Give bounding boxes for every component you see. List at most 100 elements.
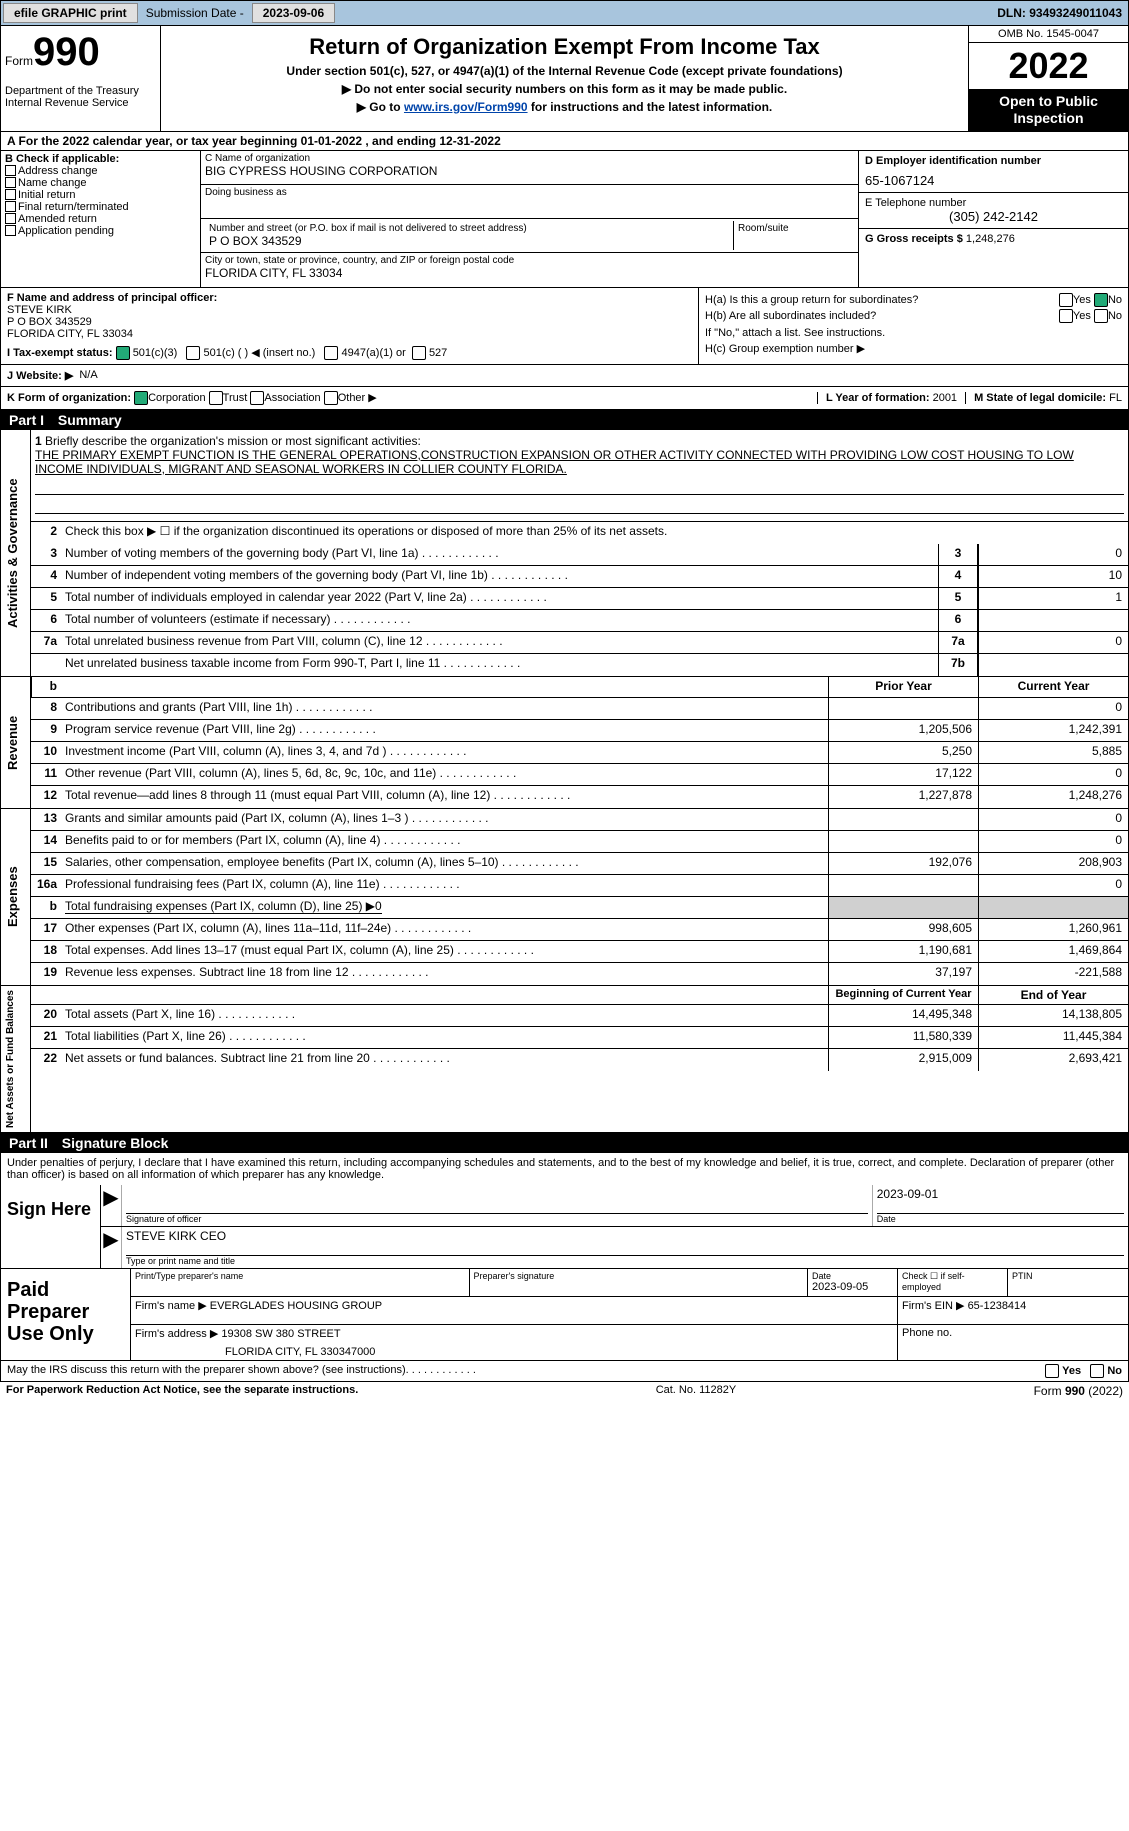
year-formation-label: L Year of formation: [826,392,930,404]
prep-date: 2023-09-05 [812,1281,893,1293]
state-domicile-label: M State of legal domicile: [974,392,1106,404]
form-title: Return of Organization Exempt From Incom… [165,34,964,60]
block-b: B Check if applicable: Address change Na… [1,151,201,287]
line-desc: Investment income (Part VIII, column (A)… [61,742,828,763]
dln-value: 93493249011043 [1029,6,1122,20]
chk-amended-return[interactable]: Amended return [5,213,196,225]
omb-number: OMB No. 1545-0047 [969,26,1128,43]
firm-addr: 19308 SW 380 STREET [221,1328,340,1340]
prep-row-1: Print/Type preparer's name Preparer's si… [131,1269,1128,1297]
form-subtitle: Under section 501(c), 527, or 4947(a)(1)… [165,64,964,78]
gov-desc: Total number of volunteers (estimate if … [61,610,938,631]
line-prior: 11,580,339 [828,1027,978,1048]
line-cur: 0 [978,809,1128,830]
open-to-public: Open to Public Inspection [969,89,1128,131]
tax-exempt-label: I Tax-exempt status: [7,347,113,359]
table-row: 16aProfessional fundraising fees (Part I… [31,875,1128,897]
discuss-no-chk[interactable] [1090,1364,1104,1378]
irs-link[interactable]: www.irs.gov/Form990 [404,100,528,114]
chk-name-change[interactable]: Name change [5,177,196,189]
hb-yes-chk[interactable] [1059,309,1073,323]
website-label: J Website: ▶ [7,369,73,382]
chk-assoc[interactable] [250,391,264,405]
line-num: 17 [31,919,61,940]
table-row: 10Investment income (Part VIII, column (… [31,742,1128,764]
table-row: 13Grants and similar amounts paid (Part … [31,809,1128,831]
submission-date-button[interactable]: 2023-09-06 [252,3,335,23]
gov-num [31,654,61,676]
h-b-label: H(b) Are all subordinates included? [705,310,876,322]
line-prior: 1,190,681 [828,941,978,962]
chk-address-change[interactable]: Address change [5,165,196,177]
line-num: 11 [31,764,61,785]
chk-501c[interactable] [186,346,200,360]
sig-date: 2023-09-01 [877,1187,1124,1201]
sig-arrow-1: ▶ [101,1185,121,1226]
opt-4947: 4947(a)(1) or [342,347,406,359]
line-prior [828,875,978,896]
org-name: BIG CYPRESS HOUSING CORPORATION [205,164,854,178]
gov-val: 10 [978,566,1128,587]
vtab-governance: Activities & Governance [1,430,31,676]
summary-expenses: Expenses 13Grants and similar amounts pa… [0,809,1129,986]
firm-addr-cell: Firm's address ▶ 19308 SW 380 STREET FLO… [131,1325,898,1360]
header-mid: Return of Organization Exempt From Incom… [161,26,968,131]
line-desc: Total fundraising expenses (Part IX, col… [61,897,828,918]
line-cur: 2,693,421 [978,1049,1128,1071]
line-desc: Net assets or fund balances. Subtract li… [61,1049,828,1071]
line-desc: Total expenses. Add lines 13–17 (must eq… [61,941,828,962]
h-b-note: If "No," attach a list. See instructions… [705,325,1122,342]
efile-print-button[interactable]: efile GRAPHIC print [3,3,138,23]
block-c: C Name of organization BIG CYPRESS HOUSI… [201,151,858,287]
chk-initial-return[interactable]: Initial return [5,189,196,201]
chk-corp[interactable] [134,391,148,405]
sig-arrow-2: ▶ [101,1227,121,1268]
summary-revenue: Revenue b Prior Year Current Year 8Contr… [0,677,1129,809]
prep-ptin-label: PTIN [1012,1271,1124,1281]
opt-trust: Trust [223,392,248,404]
period-a: A For the 2022 calendar year, or tax yea… [1,132,507,150]
sig-declare: Under penalties of perjury, I declare th… [0,1153,1129,1185]
city-row: City or town, state or province, country… [201,253,858,287]
block-h: H(a) Is this a group return for subordin… [698,288,1128,364]
ha-yes-chk[interactable] [1059,293,1073,307]
officer-addr: P O BOX 343529 [7,316,692,328]
line-cur: 1,242,391 [978,720,1128,741]
line-num: b [31,897,61,918]
gross-box: G Gross receipts $ 1,248,276 [859,229,1128,249]
tel-box: E Telephone number (305) 242-2142 [859,193,1128,229]
org-name-row: C Name of organization BIG CYPRESS HOUSI… [201,151,858,185]
header-right: OMB No. 1545-0047 2022 Open to Public In… [968,26,1128,131]
line-2: 2 Check this box ▶ ☐ if the organization… [31,522,1128,544]
ha-no-chk[interactable] [1094,293,1108,307]
opt-501c3: 501(c)(3) [133,347,178,359]
gov-content: 1 Briefly describe the organization's mi… [31,430,1128,676]
tax-year: 2022 [969,43,1128,89]
line-desc: Program service revenue (Part VIII, line… [61,720,828,741]
gov-ref: 7a [938,632,978,653]
website-val: N/A [79,369,97,381]
table-row: 8Contributions and grants (Part VIII, li… [31,698,1128,720]
chk-other[interactable] [324,391,338,405]
prep-sig-cell: Preparer's signature [470,1269,809,1296]
hb-no-chk[interactable] [1094,309,1108,323]
ha-no: No [1108,294,1122,306]
prep-sig-label: Preparer's signature [474,1271,804,1281]
line-2-num: 2 [31,522,61,544]
line-num: 20 [31,1005,61,1026]
line-prior: 14,495,348 [828,1005,978,1026]
dba-label: Doing business as [205,187,854,198]
chk-application-pending[interactable]: Application pending [5,225,196,237]
discuss-yes-chk[interactable] [1045,1364,1059,1378]
chk-501c3[interactable] [116,346,130,360]
chk-trust[interactable] [209,391,223,405]
line-prior: 2,915,009 [828,1049,978,1071]
chk-final-return[interactable]: Final return/terminated [5,201,196,213]
chk-4947[interactable] [324,346,338,360]
hdr-beginning-year: Beginning of Current Year [828,986,978,1004]
mission-label: Briefly describe the organization's miss… [45,434,421,448]
line-cur: -221,588 [978,963,1128,985]
line-prior [828,831,978,852]
chk-527[interactable] [412,346,426,360]
line-num: 14 [31,831,61,852]
